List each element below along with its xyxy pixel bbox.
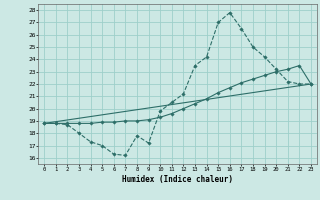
- X-axis label: Humidex (Indice chaleur): Humidex (Indice chaleur): [122, 175, 233, 184]
